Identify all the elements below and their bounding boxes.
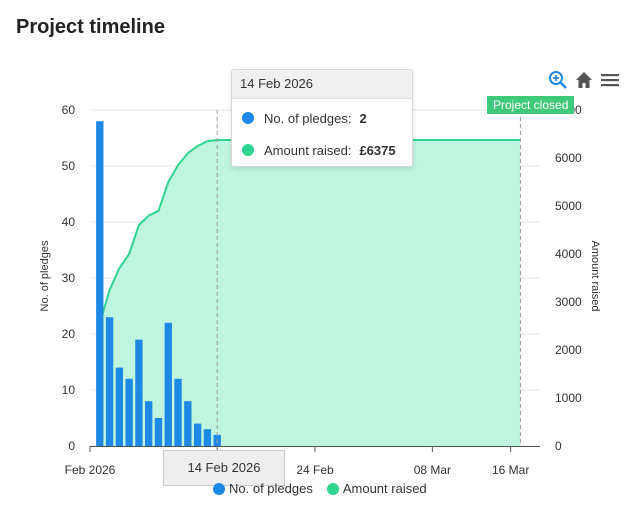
legend-amount-label: Amount raised [342,481,427,496]
pledges-bar [164,322,172,446]
left-y-tick-label: 50 [62,159,76,173]
pledges-bar [174,378,182,446]
x-tick-label: 24 Feb [296,463,334,477]
tooltip-amount-value: £6375 [359,142,396,158]
project-closed-label: Project closed [487,96,575,114]
pledges-bar [105,317,114,446]
tooltip-row-amount: Amount raised: £6375 [242,141,396,159]
right-y-axis: 01000200030004000500060007000 [555,103,582,453]
x-tick-label: 16 Mar [492,463,529,477]
chart-title: Project timeline [16,16,165,38]
amount-raised-series [98,139,521,446]
legend-amount-icon [326,482,339,495]
left-y-tick-label: 40 [62,215,76,229]
pledges-bar [154,418,163,446]
left-y-axis: 0 10 20 30 40 50 60 [62,103,76,453]
pledges-series [96,121,221,446]
crosshair-date-label: 14 Feb 2026 [163,450,285,486]
left-y-axis-title: No. of pledges [39,240,51,311]
x-tick-label: Feb 2026 [65,463,116,477]
pledges-bar [184,401,192,446]
pledges-bar [125,378,133,446]
home-icon[interactable] [574,70,594,90]
legend-pledges-icon [213,482,225,495]
right-y-tick-label: 3000 [555,295,582,309]
pledges-bar [115,367,124,446]
right-y-axis-title: Amount raised [589,241,601,312]
pledges-bar [145,401,153,446]
zoom-in-icon[interactable] [548,70,568,90]
tooltip-row-pledges: No. of pledges: 2 [242,109,367,127]
x-axis: Feb 2026 24 Feb 08 Mar 16 Mar [65,446,540,477]
right-y-tick-label: 4000 [555,247,582,261]
legend-item-pledges[interactable]: No. of pledges [213,481,313,496]
plot-lines [216,110,521,446]
pledges-bar [203,429,212,446]
chart-toolbar [548,70,620,90]
right-y-tick-label: 0 [555,439,562,453]
right-y-tick-label: 5000 [555,199,582,213]
amount-raised-line [98,139,521,324]
x-tick-label: 08 Mar [414,463,451,477]
right-y-tick-label: 2000 [555,343,582,357]
chart-legend: No. of pledges Amount raised [213,481,427,496]
tooltip-date: 14 Feb 2026 [232,70,412,99]
legend-item-amount[interactable]: Amount raised [326,481,427,496]
tooltip-pledges-value: 2 [359,110,367,126]
data-tooltip: 14 Feb 2026 No. of pledges: 2 Amount rai… [231,69,413,167]
left-y-tick-label: 30 [62,271,76,285]
left-y-tick-label: 10 [62,383,76,397]
tooltip-amount-name: Amount raised: [264,142,352,158]
hamburger-menu-icon[interactable] [600,70,620,90]
amount-raised-area [99,140,521,446]
left-y-tick-label: 20 [62,327,76,341]
pledges-bar [135,339,143,446]
pledges-dot-icon [242,112,254,124]
pledges-bar [193,423,202,446]
legend-pledges-label: No. of pledges [229,481,313,496]
left-y-tick-label: 0 [68,439,75,453]
tooltip-pledges-name: No. of pledges: [264,110,352,126]
left-y-tick-label: 60 [62,103,76,117]
right-y-tick-label: 6000 [555,151,582,165]
amount-dot-icon [242,144,254,156]
pledges-bar [96,121,104,446]
right-y-tick-label: 1000 [555,391,582,405]
